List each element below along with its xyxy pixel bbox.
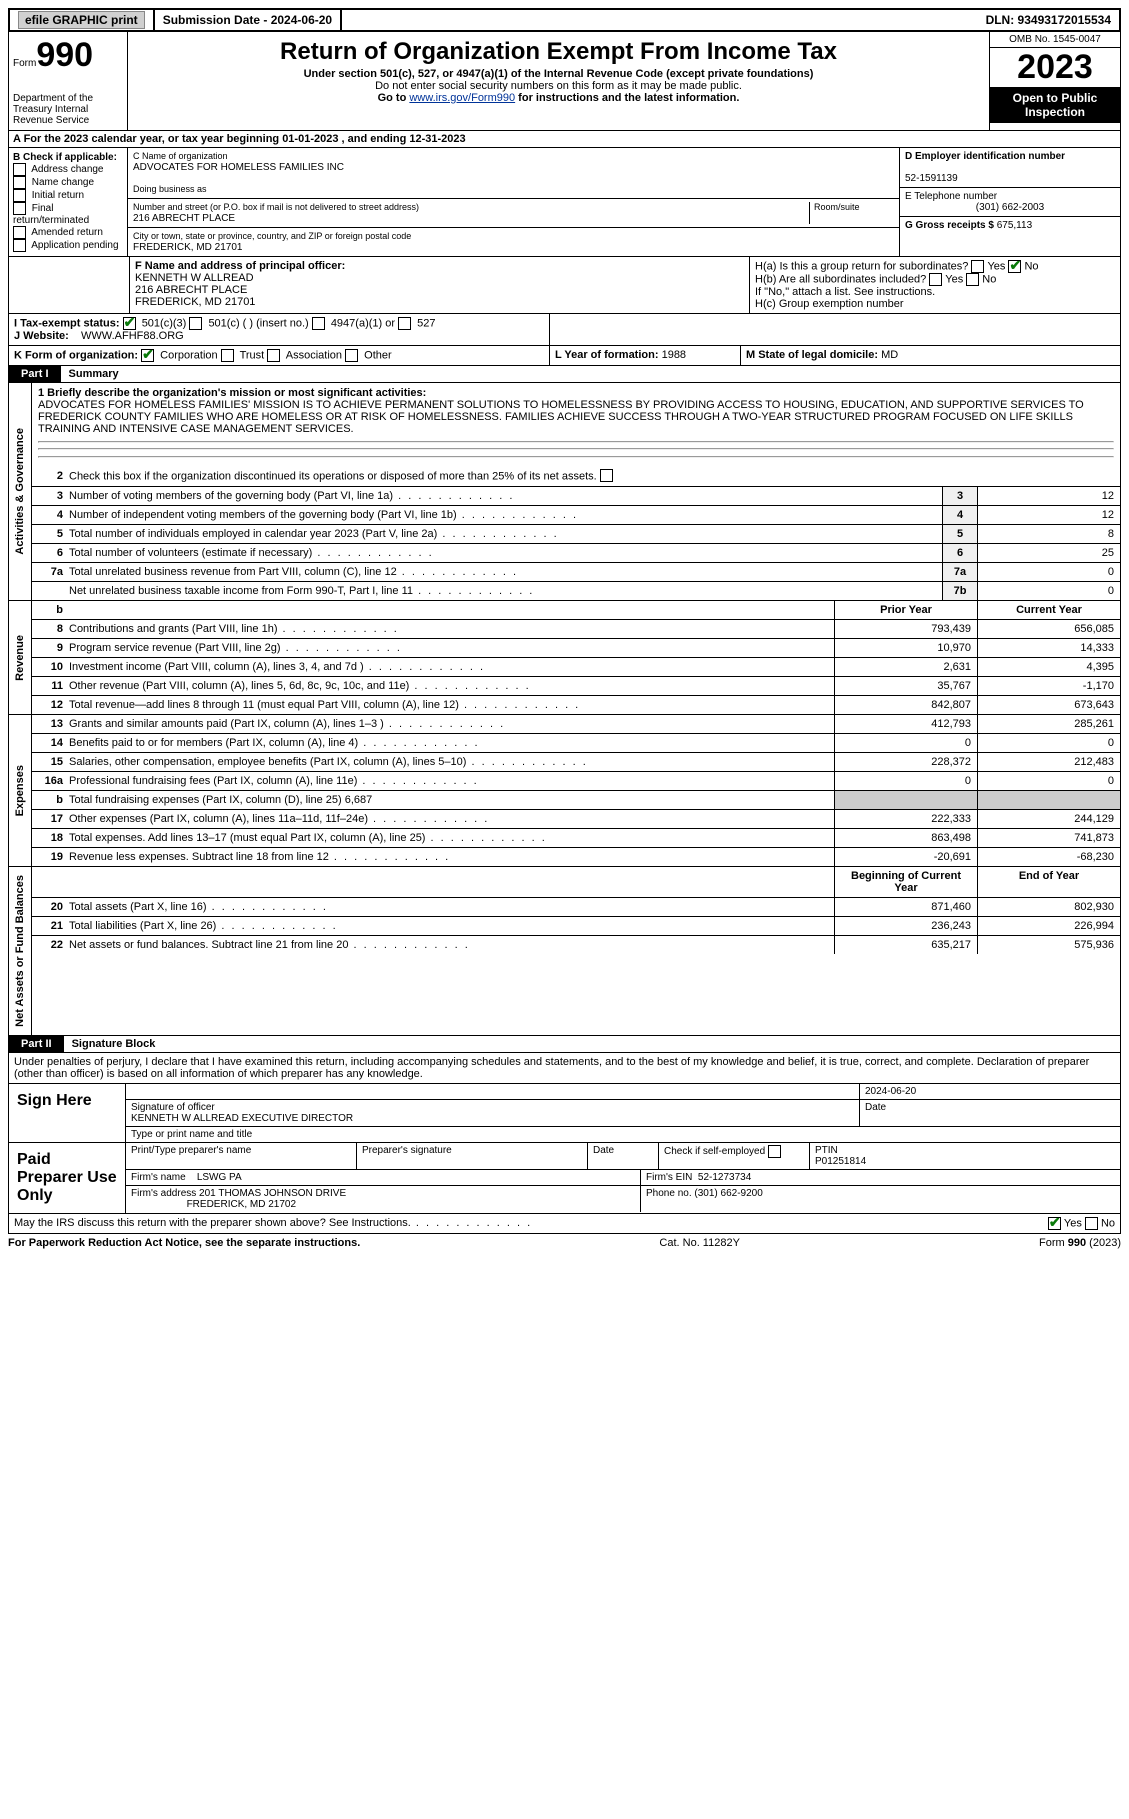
discuss-yes[interactable] — [1048, 1217, 1061, 1230]
gov-section: Activities & Governance 1 Briefly descri… — [8, 383, 1121, 601]
part1-bar: Part I Summary — [8, 366, 1121, 383]
year-formation: 1988 — [662, 349, 686, 361]
netassets-section: Net Assets or Fund Balances Beginning of… — [8, 867, 1121, 1036]
expense-section: Expenses 13Grants and similar amounts pa… — [8, 715, 1121, 867]
row-fh: F Name and address of principal officer:… — [8, 257, 1121, 314]
hb-yes[interactable] — [929, 273, 942, 286]
row-klm: K Form of organization: Corporation Trus… — [8, 346, 1121, 366]
city: FREDERICK, MD 21701 — [133, 242, 242, 253]
top-bar: efile GRAPHIC print Submission Date - 20… — [8, 8, 1121, 32]
form-title: Return of Organization Exempt From Incom… — [132, 38, 985, 66]
form-header: Form990 Department of the Treasury Inter… — [8, 32, 1121, 131]
firm-phone: (301) 662-9200 — [694, 1188, 762, 1199]
website: WWW.AFHF88.ORG — [81, 330, 184, 342]
ha-yes[interactable] — [971, 260, 984, 273]
omb: OMB No. 1545-0047 — [990, 32, 1120, 48]
street: 216 ABRECHT PLACE — [133, 213, 235, 224]
gross-receipts: 675,113 — [997, 220, 1032, 231]
penalty-text: Under penalties of perjury, I declare th… — [8, 1053, 1121, 1084]
phone: (301) 662-2003 — [905, 202, 1115, 213]
firm-ein: 52-1273734 — [698, 1172, 751, 1183]
footer: For Paperwork Reduction Act Notice, see … — [8, 1234, 1121, 1252]
row-ij: I Tax-exempt status: 501(c)(3) 501(c) ( … — [8, 314, 1121, 346]
ptin: P01251814 — [815, 1156, 866, 1167]
open-inspection: Open to Public Inspection — [990, 87, 1120, 123]
section-a: A For the 2023 calendar year, or tax yea… — [8, 131, 1121, 148]
officer-name: KENNETH W ALLREAD — [135, 272, 254, 284]
ha-no[interactable] — [1008, 260, 1021, 273]
discuss-row: May the IRS discuss this return with the… — [8, 1214, 1121, 1234]
hb-no[interactable] — [966, 273, 979, 286]
domicile: MD — [881, 349, 898, 361]
firm-name: LSWG PA — [197, 1172, 242, 1183]
irs-link[interactable]: www.irs.gov/Form990 — [409, 92, 515, 104]
dln: DLN: 93493172015534 — [978, 10, 1119, 30]
subtitle1: Under section 501(c), 527, or 4947(a)(1)… — [132, 68, 985, 80]
officer-sig: KENNETH W ALLREAD EXECUTIVE DIRECTOR — [131, 1113, 353, 1124]
discuss-no[interactable] — [1085, 1217, 1098, 1230]
efile-btn[interactable]: efile GRAPHIC print — [18, 11, 145, 29]
form-prefix: Form — [13, 58, 36, 69]
sign-block: Sign Here 2024-06-20 Signature of office… — [8, 1084, 1121, 1214]
revenue-section: Revenue bPrior YearCurrent Year 8Contrib… — [8, 601, 1121, 715]
col-b-head: B Check if applicable: — [13, 152, 117, 163]
ein: 52-1591139 — [905, 173, 958, 184]
form-number: 990 — [36, 36, 93, 74]
info-grid: B Check if applicable: Address change Na… — [8, 148, 1121, 257]
501c3[interactable] — [123, 317, 136, 330]
mission-text: ADVOCATES FOR HOMELESS FAMILIES' MISSION… — [38, 399, 1084, 435]
subtitle2: Do not enter social security numbers on … — [132, 80, 985, 92]
dept-label: Department of the Treasury Internal Reve… — [13, 93, 123, 126]
submission-date: Submission Date - 2024-06-20 — [155, 10, 342, 30]
tax-year: 2023 — [990, 48, 1120, 87]
part2-bar: Part II Signature Block — [8, 1036, 1121, 1053]
org-name: ADVOCATES FOR HOMELESS FAMILIES INC — [133, 162, 344, 173]
